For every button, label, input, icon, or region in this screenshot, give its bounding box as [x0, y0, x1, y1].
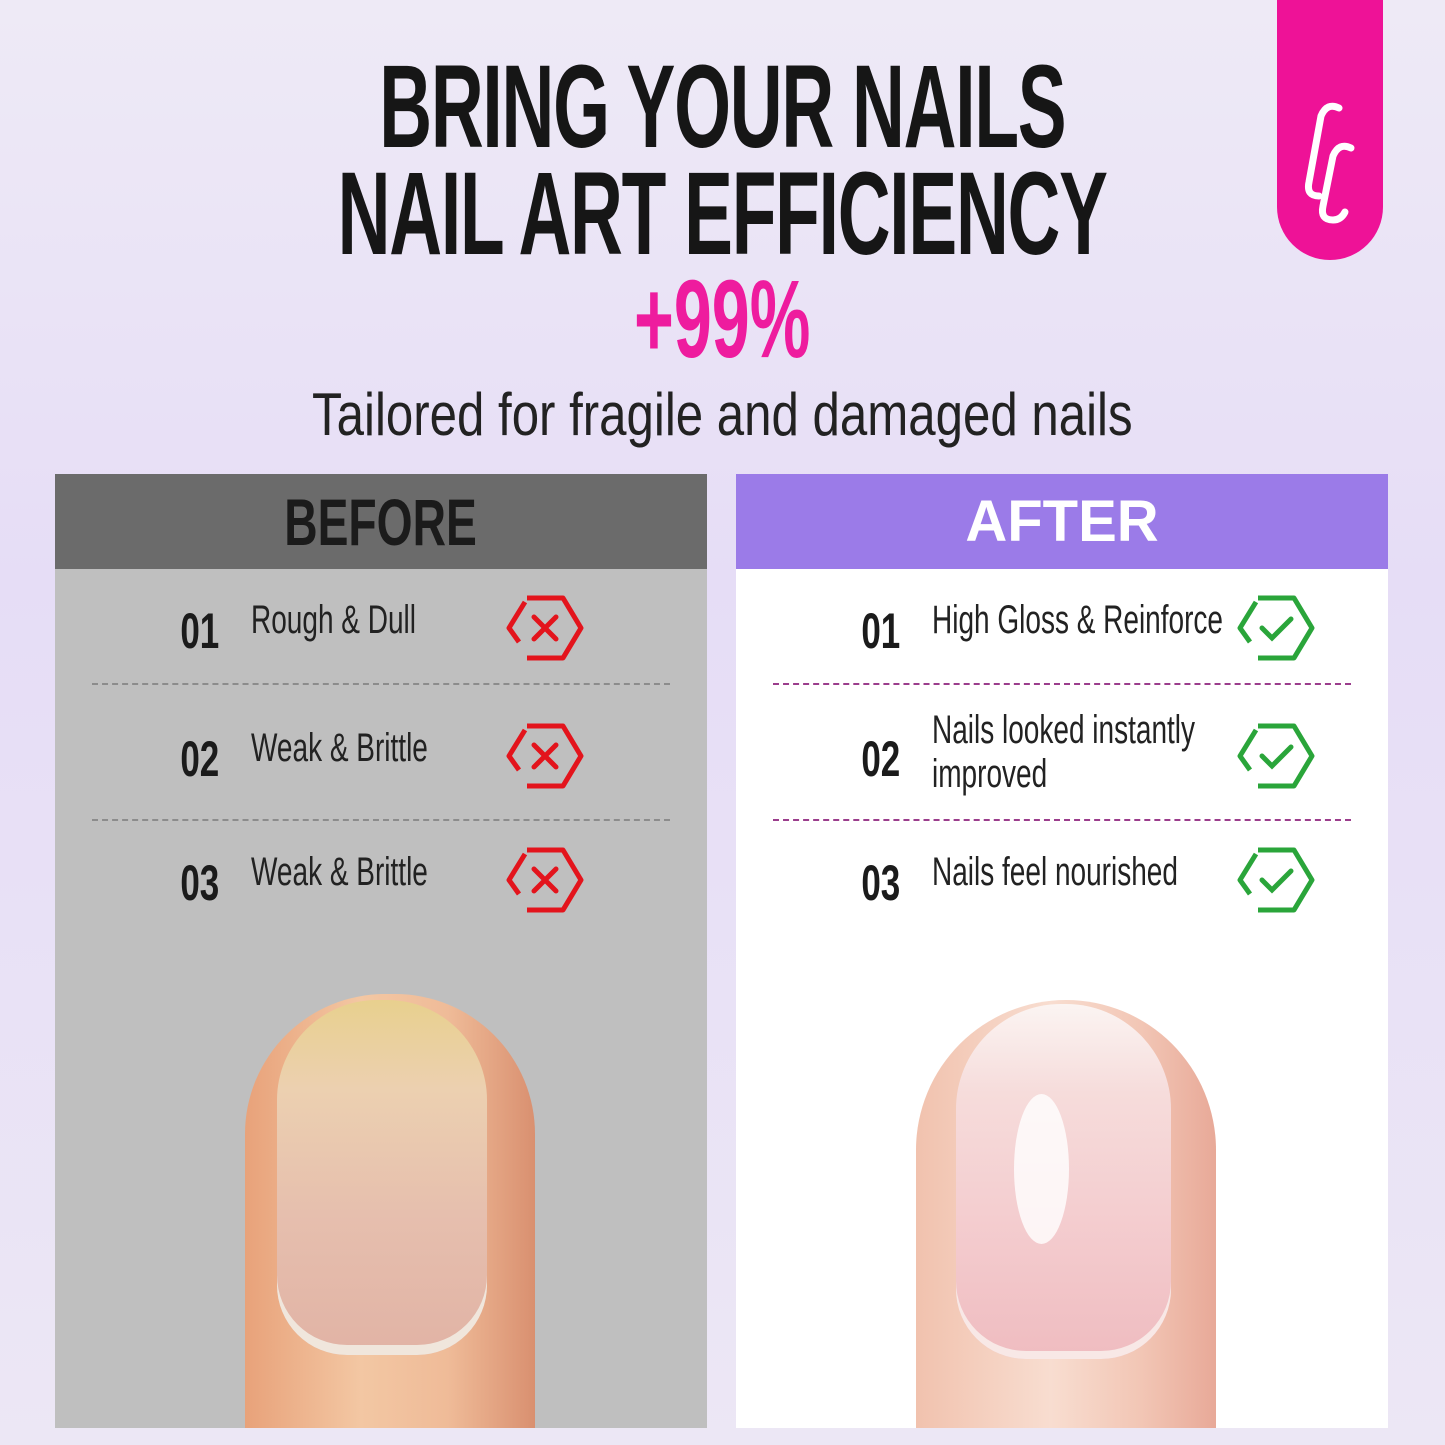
headline-line-1: BRING YOUR NAILS: [379, 41, 1066, 173]
x-hexagon-icon: [506, 595, 584, 661]
check-hexagon-icon: [1237, 595, 1315, 661]
divider: [773, 819, 1351, 821]
damaged-nail-image: [245, 994, 535, 1428]
headline-line-2: NAIL ART EFFICIENCY: [337, 148, 1108, 280]
check-hexagon-icon: [1237, 847, 1315, 913]
x-hexagon-icon: [506, 847, 584, 913]
list-item: 01 Rough & Dull: [55, 578, 707, 678]
subtitle: Tailored for fragile and damaged nails: [312, 381, 1133, 448]
brand-logo: [1277, 0, 1383, 260]
divider: [92, 819, 670, 821]
before-panel: BEFORE 01 Rough & Dull 02 Weak & Brittle…: [55, 474, 707, 1428]
before-header: BEFORE: [55, 474, 707, 569]
x-hexagon-icon: [506, 723, 584, 789]
list-item: 03 Weak & Brittle: [55, 830, 707, 930]
cc-logo-icon: [1305, 102, 1355, 224]
divider: [92, 683, 670, 685]
after-header: AFTER: [736, 474, 1388, 569]
check-hexagon-icon: [1237, 723, 1315, 789]
list-item: 02 Nails looked instantly improved: [736, 706, 1388, 806]
list-item: 01 High Gloss & Reinforce: [736, 578, 1388, 678]
divider: [773, 683, 1351, 685]
list-item: 02 Weak & Brittle: [55, 706, 707, 806]
healthy-nail-image: [916, 1000, 1216, 1428]
after-panel: AFTER 01 High Gloss & Reinforce 02 Nails…: [736, 474, 1388, 1428]
headline-highlight: +99%: [634, 258, 811, 381]
list-item: 03 Nails feel nourished: [736, 830, 1388, 930]
